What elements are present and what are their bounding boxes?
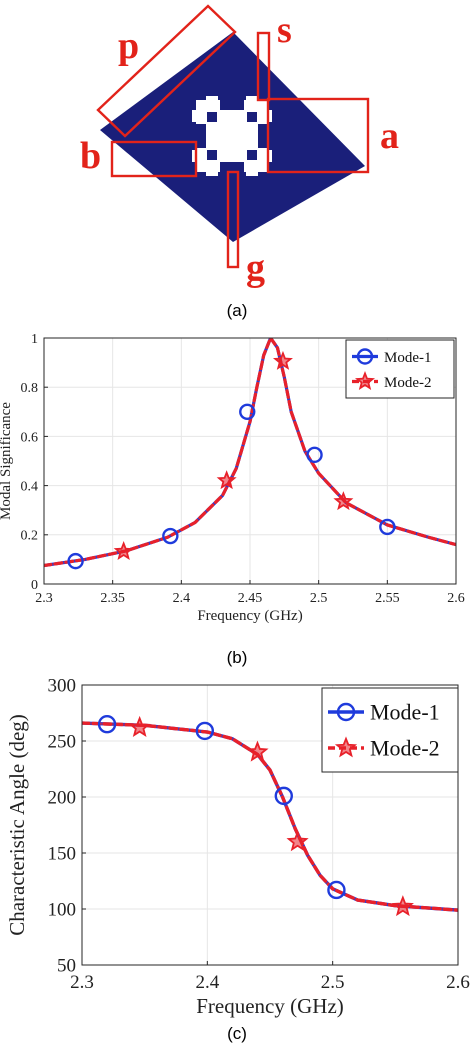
y-tick-label: 0.8 bbox=[21, 381, 39, 396]
data-point-mode-2 bbox=[272, 350, 293, 370]
y-tick-label: 300 bbox=[48, 676, 77, 697]
data-point-mode-1 bbox=[379, 518, 396, 536]
y-tick-label: 100 bbox=[48, 900, 77, 921]
x-tick-label: 2.5 bbox=[321, 972, 345, 993]
data-point-mode-1 bbox=[97, 715, 117, 734]
label-a: a bbox=[380, 115, 399, 157]
y-tick-label: 1 bbox=[31, 332, 38, 347]
x-tick-label: 2.45 bbox=[238, 591, 263, 606]
dimension-box-a bbox=[266, 97, 370, 174]
legend-label-mode-1: Mode-1 bbox=[370, 700, 440, 725]
data-point-mode-2 bbox=[128, 715, 151, 737]
x-tick-label: 2.6 bbox=[447, 591, 465, 606]
y-tick-label: 0.4 bbox=[21, 480, 39, 495]
data-point-mode-1 bbox=[162, 527, 179, 545]
star-marker-icon bbox=[355, 370, 375, 390]
legend-box bbox=[321, 687, 459, 773]
characteristic-angle-chart: 2.3 2.4 2.5 2.6 50 100 150 200 250 300 Frequency (… bbox=[5, 676, 470, 1018]
label-g: g bbox=[246, 247, 265, 289]
data-point-mode-2 bbox=[286, 830, 309, 852]
data-point-mode-1 bbox=[306, 446, 323, 464]
y-tick-label: 50 bbox=[57, 956, 76, 977]
legend-c: Mode-1 Mode-2 bbox=[321, 687, 459, 773]
data-point-mode-1 bbox=[239, 403, 256, 421]
antenna-geometry-diagram: p s b a g bbox=[80, 4, 399, 289]
y-tick-label: 0.2 bbox=[21, 529, 39, 544]
y-tick-label: 250 bbox=[48, 732, 77, 753]
circle-marker-icon bbox=[336, 702, 356, 722]
dimension-box-p bbox=[96, 4, 237, 138]
data-point-mode-2 bbox=[113, 541, 134, 561]
caption-b: (b) bbox=[226, 648, 248, 667]
y-tick-label: 150 bbox=[48, 844, 77, 865]
dimension-box-g bbox=[226, 170, 240, 269]
x-tick-label: 2.4 bbox=[173, 591, 191, 606]
dimension-box-b bbox=[110, 140, 198, 178]
data-point-mode-1 bbox=[274, 786, 293, 806]
x-tick-label: 2.3 bbox=[70, 972, 94, 993]
caption-a: (a) bbox=[226, 301, 248, 320]
data-point-mode-2 bbox=[391, 895, 414, 917]
x-tick-label: 2.55 bbox=[375, 591, 400, 606]
y-axis-label: Modal Significance bbox=[0, 402, 14, 520]
x-tick-label: 2.4 bbox=[195, 972, 219, 993]
x-tick-label: 2.3 bbox=[35, 591, 53, 606]
circle-marker-icon bbox=[356, 348, 374, 365]
y-tick-label: 0 bbox=[31, 578, 38, 593]
star-marker-icon bbox=[334, 736, 358, 758]
data-point-mode-1 bbox=[195, 721, 215, 741]
x-tick-label: 2.6 bbox=[446, 972, 470, 993]
plot-frame bbox=[81, 684, 459, 966]
label-p: p bbox=[118, 25, 139, 67]
data-point-mode-2 bbox=[333, 491, 354, 511]
dimension-box-s bbox=[256, 31, 271, 102]
y-axis-label: Characteristic Angle (deg) bbox=[5, 714, 29, 936]
x-tick-label: 2.5 bbox=[310, 591, 328, 606]
data-point-mode-1 bbox=[327, 880, 346, 900]
legend-b: Mode-1 Mode-2 bbox=[345, 339, 455, 399]
caption-c: (c) bbox=[227, 1024, 247, 1043]
legend-label-mode-2: Mode-2 bbox=[370, 736, 440, 761]
x-tick-label: 2.35 bbox=[100, 591, 125, 606]
y-tick-label: 0.6 bbox=[21, 430, 39, 445]
x-axis-label: Frequency (GHz) bbox=[197, 608, 302, 624]
legend-label-mode-1: Mode-1 bbox=[384, 350, 432, 366]
legend-label-mode-2: Mode-2 bbox=[384, 375, 432, 391]
y-tick-label: 200 bbox=[48, 788, 77, 809]
label-s: s bbox=[277, 9, 292, 51]
modal-significance-chart: 2.3 2.35 2.4 2.45 2.5 2.55 2.6 0 0.2 0.4 0.6 0.8 1 Fr… bbox=[0, 332, 465, 624]
label-b: b bbox=[80, 135, 101, 177]
x-axis-label: Frequency (GHz) bbox=[196, 994, 344, 1018]
data-point-mode-2 bbox=[216, 470, 237, 490]
data-point-mode-1 bbox=[67, 552, 84, 570]
data-point-mode-2 bbox=[246, 740, 269, 762]
series-line-mode-2 bbox=[82, 721, 458, 912]
